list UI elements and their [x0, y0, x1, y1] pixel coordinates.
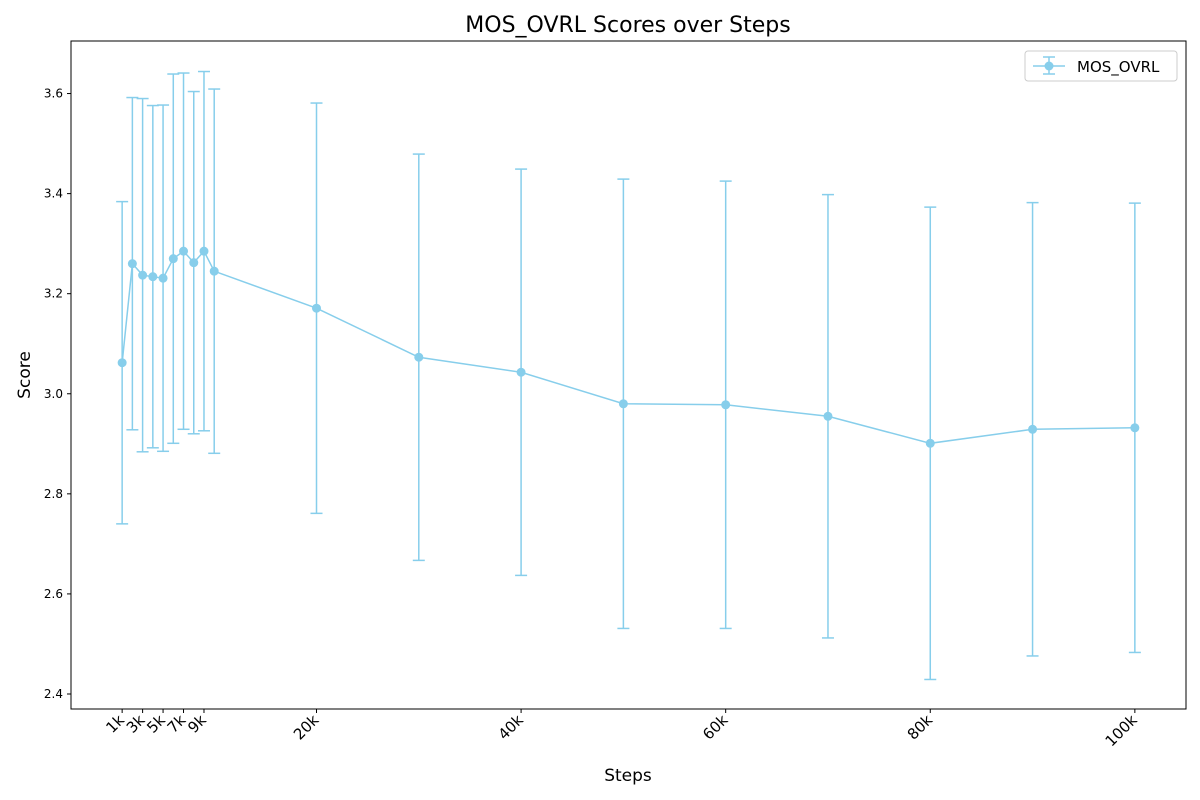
data-point-10 [312, 303, 322, 313]
x-tick-label-7: 60k [699, 711, 732, 744]
data-point-11 [414, 352, 424, 362]
y-tick-label-6: 3.6 [44, 87, 63, 101]
legend-label-mos-ovrl: MOS_OVRL [1077, 58, 1160, 77]
x-tick-label-4: 9k [184, 711, 210, 737]
y-tick-label-5: 3.4 [44, 187, 63, 201]
data-point-17 [1028, 424, 1038, 434]
data-point-13 [618, 399, 628, 409]
y-tick-label-4: 3.2 [44, 287, 63, 301]
y-tick-label-0: 2.4 [44, 687, 63, 701]
y-axis-label: Score [15, 351, 35, 399]
data-point-14 [721, 400, 731, 410]
data-point-6 [179, 246, 189, 256]
data-point-4 [158, 273, 168, 283]
data-point-1 [127, 259, 137, 269]
data-point-15 [823, 411, 833, 421]
legend-marker-swatch [1044, 61, 1054, 71]
series-line-0 [121, 249, 1135, 445]
x-tick-label-9: 100k [1102, 711, 1141, 750]
legend-box [1024, 50, 1178, 82]
x-tick-label-5: 20k [290, 711, 323, 744]
data-point-0 [117, 358, 127, 368]
chart-title: MOS_OVRL Scores over Steps [465, 13, 790, 38]
data-point-18 [1130, 423, 1140, 433]
data-point-8 [199, 246, 209, 256]
data-point-7 [189, 258, 199, 268]
y-tick-label-3: 3.0 [44, 387, 63, 401]
data-point-3 [148, 272, 158, 282]
x-tick-label-8: 80k [904, 711, 937, 744]
x-axis-label: Steps [604, 766, 652, 786]
legend: MOS_OVRL [1024, 50, 1178, 82]
x-tick-label-6: 40k [495, 711, 528, 744]
plot-frame [70, 40, 1187, 710]
data-point-5 [168, 254, 178, 264]
data-point-12 [516, 367, 526, 377]
y-tick-label-2: 2.8 [44, 487, 63, 501]
data-point-9 [209, 266, 219, 276]
data-point-16 [925, 438, 935, 448]
y-tick-label-1: 2.6 [44, 587, 63, 601]
data-point-2 [138, 270, 148, 280]
